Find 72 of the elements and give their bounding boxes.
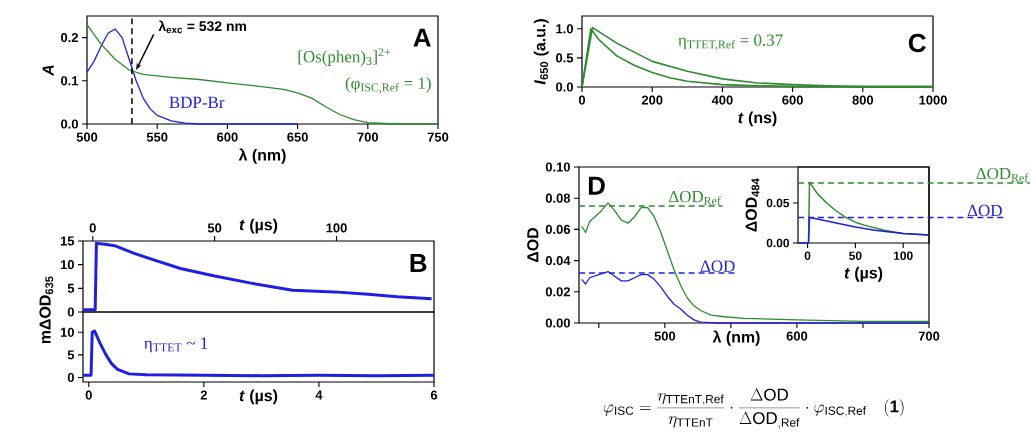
y-tick-label: 0.04 [545,256,571,266]
annotation: D [588,176,605,195]
y-axis-title: ΔOD [527,227,539,263]
ref-line-label: ΔOD$_{Ref}$ [668,190,721,205]
y-axis-title: mΔOD$_{635}$ [39,276,54,344]
annotation: A [413,28,431,47]
x-tick-label: 1000 [919,95,947,105]
y-tick-label: 0 [67,307,74,317]
x-axis-title: t (µs) [844,266,883,282]
x-tick-label: 750 [427,132,449,142]
y-tick-label: 0.05 [766,198,790,208]
text: $\varphi_{\mathrm{ISC}} = \frac{\eta_{\mathrm{TTEnT,Ref}}}{\eta_{\mathrm{TTEnT}}}\cdot\frac{\Delta\mathrm{OD}}{\Delta\mathrm{OD}_{\mathrm{,Ref}}}\cdot\varphi_{\mathrm{ISC,Ref}}\quad\mathbf{(1)}$ [603,388,904,429]
x-tick-label: 0 [89,223,96,233]
x-tick-label: 500 [654,331,676,341]
y-tick-label: 5 [67,283,75,293]
x-axis-title: t (ns) [738,111,777,127]
y-axis-title: A [42,65,54,77]
y-tick-label: 0.08 [545,193,571,203]
y-axis-title: I$_{650}$ (a.u.) [533,19,549,85]
x-tick-label: 650 [287,132,308,142]
x-tick-label: 6 [430,390,438,400]
y-tick-label: 0.2 [61,33,78,43]
y-tick-label: 0.02 [545,287,570,297]
x-tick-label: 400 [711,95,733,105]
x-tick-label: 200 [641,95,663,105]
y-tick-label: 10 [60,260,74,270]
y-tick-label: 0.06 [545,224,571,234]
x-tick-label: 500 [76,132,98,142]
x-tick-label: 700 [918,331,940,341]
y-tick-label: 0.00 [766,238,790,248]
y-tick-label: 10 [60,327,74,337]
y-tick-label: 0.00 [545,318,570,328]
x-tick-label: 600 [217,132,238,142]
x-tick-label: 50 [849,251,862,260]
x-tick-label: 2 [200,390,207,400]
x-tick-label: 4 [315,390,323,400]
x-tick-label: 800 [852,95,874,105]
y-tick-label: 0 [67,372,74,383]
annotation: (φ$_{ISC,Ref}$ = 1) [345,77,431,94]
annotation: C [908,33,926,53]
y-axis-title: ΔOD$_{484}$ [745,178,760,232]
series-label: BDP-Br [169,96,225,108]
x-tick-label: 0 [85,390,92,400]
y-tick-label: 1.0 [556,24,573,34]
ref-line-label: λ$_{exc}$ = 532 nm [158,20,247,34]
ref-line-label: ΔOD [700,260,735,272]
x-tick-label: 600 [786,331,808,341]
ref-line-label: ΔOD$_{Ref}$ [976,167,1029,182]
y-tick-label: 0.5 [556,53,574,63]
annotation: B [410,254,427,272]
annotation: η$_{TTET,Ref}$ = 0.37 [678,34,783,51]
y-tick-label: 15 [60,236,75,246]
annotation: η$_{TTET}$ ~ 1 [144,337,208,353]
x-tick-label: 0 [578,95,586,105]
y-tick-label: 0.10 [545,162,570,172]
x-tick-label: 700 [357,132,379,142]
x-axis-title: λ (nm) [238,148,286,164]
x-axis-title: t (µs) [239,218,278,234]
x-tick-label: 0 [804,251,811,260]
y-tick-label: 0.0 [556,82,573,92]
x-tick-label: 600 [782,95,803,105]
y-tick-label: 5 [67,350,75,360]
x-tick-label: 100 [893,251,913,260]
x-tick-label: 100 [326,223,347,233]
ref-line-label: ΔOD [967,204,1002,217]
x-axis-title: t (µs) [239,389,278,405]
y-tick-label: 0.0 [61,119,78,129]
x-tick-label: 50 [207,223,222,233]
x-tick-label: 550 [146,132,168,142]
x-axis-title: λ (nm) [712,330,760,346]
y-tick-label: 0.1 [61,76,79,86]
series-label: [Os(phen)$_{3}$]$^{2+}$ [298,48,391,66]
